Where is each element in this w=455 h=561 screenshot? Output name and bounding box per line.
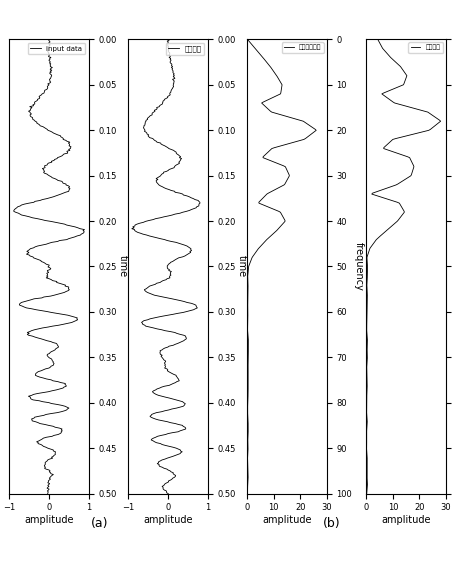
Y-axis label: time: time bbox=[118, 255, 128, 278]
Text: (b): (b) bbox=[324, 517, 341, 530]
Legend: input data: input data bbox=[27, 43, 85, 54]
Legend: 频谱（原始）: 频谱（原始） bbox=[282, 43, 324, 53]
Text: (a): (a) bbox=[91, 517, 109, 530]
X-axis label: amplitude: amplitude bbox=[381, 515, 431, 525]
Y-axis label: time: time bbox=[237, 255, 247, 278]
X-axis label: amplitude: amplitude bbox=[263, 515, 312, 525]
X-axis label: amplitude: amplitude bbox=[143, 515, 192, 525]
Legend: 一次处理: 一次处理 bbox=[166, 43, 204, 55]
Legend: 技术处理: 技术处理 bbox=[409, 43, 443, 53]
Y-axis label: frequency: frequency bbox=[354, 242, 364, 291]
X-axis label: amplitude: amplitude bbox=[24, 515, 74, 525]
